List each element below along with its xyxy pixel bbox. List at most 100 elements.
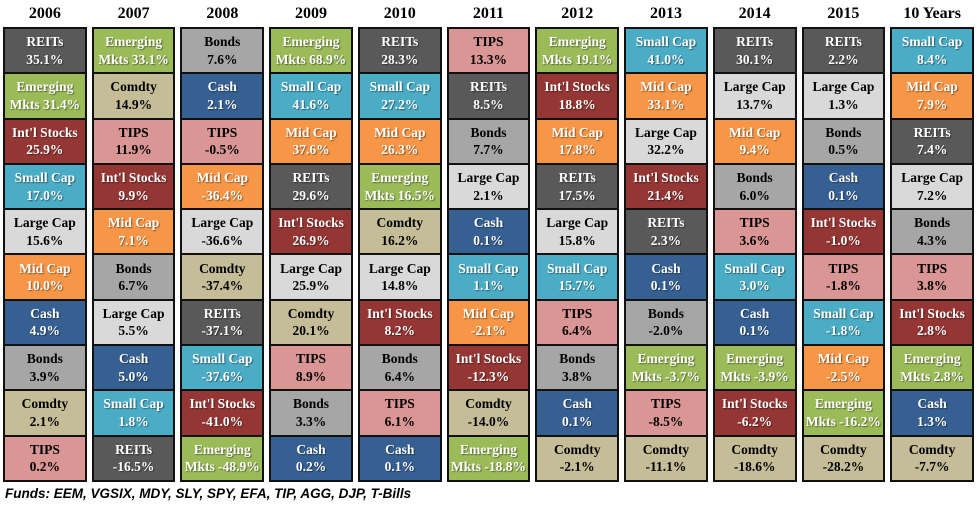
column-header: 2007 xyxy=(117,5,150,22)
asset-return-cell: Comdty -18.6% xyxy=(714,436,795,480)
asset-name: Comdty xyxy=(376,215,424,231)
asset-return-value: 33.1% xyxy=(647,96,685,112)
asset-return-value: 15.8% xyxy=(558,232,596,248)
asset-name: Large Cap xyxy=(457,169,520,185)
asset-class-returns-table: 2006 REITs 35.1% Emerging Mkts 31.4% Int… xyxy=(3,1,974,482)
asset-return-cell: Emerging Mkts 19.1% xyxy=(537,29,618,73)
asset-return-cell: TIPS 6.1% xyxy=(359,391,440,435)
asset-return-cell: Emerging Mkts -16.2% xyxy=(803,391,884,435)
asset-return-cell: Emerging Mkts -48.9% xyxy=(182,436,263,480)
asset-return-cell: TIPS 3.8% xyxy=(892,255,972,299)
asset-name: Comdty xyxy=(642,441,690,457)
asset-name: Emerging xyxy=(459,441,517,457)
asset-return-value: 3.6% xyxy=(739,232,770,248)
asset-name: Bonds xyxy=(470,124,507,140)
asset-return-value: 2.1% xyxy=(29,414,61,430)
asset-name: Cash xyxy=(118,351,149,367)
asset-return-value: -37.1% xyxy=(201,323,244,339)
column-cells: REITs 35.1% Emerging Mkts 31.4% Int'l St… xyxy=(3,27,87,482)
asset-return-cell: Comdty -28.2% xyxy=(803,436,884,480)
asset-return-value: 2.3% xyxy=(650,232,682,248)
asset-return-value: Mkts 68.9% xyxy=(275,51,347,67)
asset-name: Comdty xyxy=(553,441,601,457)
asset-return-cell: Mid Cap 26.3% xyxy=(359,119,440,163)
asset-return-cell: REITs 2.2% xyxy=(803,29,884,73)
asset-name: Cash xyxy=(385,441,415,457)
asset-return-cell: Small Cap 15.7% xyxy=(537,255,618,299)
asset-return-cell: Cash 0.1% xyxy=(359,436,440,480)
asset-name: Large Cap xyxy=(901,169,964,185)
asset-name: Bonds xyxy=(115,260,152,276)
asset-return-value: 14.9% xyxy=(115,96,153,112)
column-header: 2008 xyxy=(206,5,239,22)
asset-return-value: Mkts -18.8% xyxy=(450,459,526,475)
asset-return-cell: Large Cap 1.3% xyxy=(803,74,884,118)
asset-return-cell: Small Cap 27.2% xyxy=(359,74,440,118)
asset-return-cell: TIPS 0.2% xyxy=(5,436,85,480)
asset-return-value: 2.1% xyxy=(207,96,238,112)
asset-return-cell: Large Cap 2.1% xyxy=(448,164,529,209)
asset-return-value: 3.8% xyxy=(562,368,593,384)
asset-name: Emerging xyxy=(903,351,961,367)
asset-return-value: 27.2% xyxy=(381,96,419,112)
asset-return-cell: Small Cap 41.6% xyxy=(271,74,351,118)
asset-return-value: 17.0% xyxy=(26,187,64,203)
asset-return-cell: TIPS -8.5% xyxy=(626,391,706,435)
asset-return-cell: REITs 28.3% xyxy=(359,29,440,73)
asset-return-value: 15.6% xyxy=(26,232,64,248)
year-column: 2014 REITs 30.1% Large Cap 13.7% Mid Cap… xyxy=(712,1,797,482)
asset-name: Cash xyxy=(828,169,859,185)
column-header: 2015 xyxy=(827,5,860,22)
asset-return-value: Mkts -48.9% xyxy=(184,459,260,475)
year-column: 10 Years Small Cap 8.4% Mid Cap 7.9% REI… xyxy=(890,1,974,482)
column-cells: Small Cap 41.0% Mid Cap 33.1% Large Cap … xyxy=(624,27,708,482)
column-cells: Emerging Mkts 33.1% Comdty 14.9% TIPS 11… xyxy=(91,27,176,482)
asset-return-cell: Emerging Mkts -18.8% xyxy=(448,436,529,480)
asset-return-value: -0.5% xyxy=(204,142,240,158)
asset-return-value: Mkts 2.8% xyxy=(900,368,964,384)
asset-return-value: -6.2% xyxy=(737,414,773,430)
asset-name: Bonds xyxy=(825,124,862,140)
asset-return-cell: Emerging Mkts 68.9% xyxy=(271,29,351,73)
asset-return-cell: Large Cap 7.2% xyxy=(892,164,972,209)
asset-return-value: -2.1% xyxy=(559,459,595,475)
asset-return-cell: Cash 0.1% xyxy=(714,300,795,345)
column-header: 2014 xyxy=(738,5,771,22)
asset-return-cell: REITs 30.1% xyxy=(714,29,795,73)
asset-return-cell: Int'l Stocks 18.8% xyxy=(537,74,618,118)
asset-return-cell: Bonds 6.0% xyxy=(714,164,795,209)
asset-name: Int'l Stocks xyxy=(899,305,965,321)
asset-return-value: 8.9% xyxy=(295,368,327,384)
asset-name: Large Cap xyxy=(191,215,254,231)
column-cells: Small Cap 8.4% Mid Cap 7.9% REITs 7.4% L… xyxy=(890,27,974,482)
asset-name: Emerging xyxy=(726,351,784,367)
asset-return-cell: Bonds 3.8% xyxy=(537,346,618,390)
asset-name: TIPS xyxy=(473,34,504,50)
asset-return-value: 20.1% xyxy=(292,323,330,339)
asset-return-cell: Small Cap -1.8% xyxy=(803,300,884,345)
asset-return-cell: Small Cap 41.0% xyxy=(626,29,706,73)
asset-return-cell: Mid Cap -2.5% xyxy=(803,346,884,390)
asset-name: Emerging xyxy=(16,79,74,95)
asset-return-cell: Int'l Stocks 25.9% xyxy=(5,119,85,163)
asset-return-cell: TIPS 8.9% xyxy=(271,346,351,390)
asset-name: REITs xyxy=(469,79,507,95)
asset-return-cell: Mid Cap -2.1% xyxy=(448,300,529,345)
asset-name: Int'l Stocks xyxy=(721,396,788,412)
asset-name: Mid Cap xyxy=(728,124,781,140)
asset-return-value: 41.0% xyxy=(647,51,685,67)
column-cells: REITs 30.1% Large Cap 13.7% Mid Cap 9.4%… xyxy=(712,27,797,482)
asset-name: Emerging xyxy=(282,34,340,50)
asset-return-value: 13.7% xyxy=(736,96,774,112)
asset-return-value: Mkts -16.2% xyxy=(805,414,881,430)
asset-name: Mid Cap xyxy=(462,305,515,321)
asset-return-value: -1.8% xyxy=(825,323,861,339)
asset-name: Comdty xyxy=(199,260,246,276)
asset-return-cell: REITs 29.6% xyxy=(271,164,351,209)
asset-return-cell: Bonds -2.0% xyxy=(626,300,706,345)
asset-return-value: 14.8% xyxy=(381,278,419,294)
asset-name: Int'l Stocks xyxy=(544,79,611,95)
asset-return-value: 2.1% xyxy=(473,187,504,203)
asset-return-value: -14.0% xyxy=(467,414,510,430)
asset-name: Bonds xyxy=(204,34,241,50)
